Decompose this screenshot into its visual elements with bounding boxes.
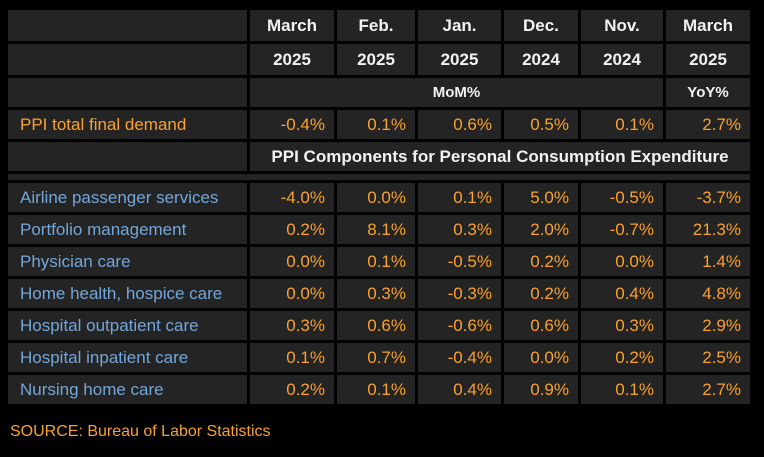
total-value-cell: 2.7% xyxy=(666,110,750,139)
value-cell: 0.0% xyxy=(250,247,334,276)
value-cell: 0.1% xyxy=(581,375,663,404)
value-cell: 0.2% xyxy=(581,343,663,372)
value-cell: 4.8% xyxy=(666,279,750,308)
total-value-cell: -0.4% xyxy=(250,110,334,139)
col-header-month: Nov. xyxy=(581,10,663,41)
total-value-cell: 0.6% xyxy=(418,110,501,139)
value-cell: 0.7% xyxy=(337,343,415,372)
source-text: SOURCE: Bureau of Labor Statistics xyxy=(10,423,271,440)
col-header-month: March xyxy=(250,10,334,41)
col-header-year: 2025 xyxy=(666,44,750,75)
col-header-year: 2025 xyxy=(250,44,334,75)
value-cell: 0.3% xyxy=(418,215,501,244)
value-cell: 2.5% xyxy=(666,343,750,372)
spacer-row xyxy=(8,174,750,180)
row-label: Nursing home care xyxy=(8,375,247,404)
col-header-year: 2024 xyxy=(504,44,578,75)
corner-cell xyxy=(8,10,247,41)
value-cell: 0.1% xyxy=(250,343,334,372)
value-cell: 5.0% xyxy=(504,183,578,212)
value-cell: 0.0% xyxy=(337,183,415,212)
value-cell: 0.1% xyxy=(337,247,415,276)
value-cell: 0.6% xyxy=(504,311,578,340)
value-cell: 0.2% xyxy=(250,215,334,244)
value-cell: 0.1% xyxy=(337,375,415,404)
value-cell: 0.3% xyxy=(581,311,663,340)
value-cell: 0.0% xyxy=(504,343,578,372)
row-label: Hospital inpatient care xyxy=(8,343,247,372)
section-header-spacer-cell xyxy=(8,142,247,171)
col-header-year: 2025 xyxy=(337,44,415,75)
total-value-cell: 0.1% xyxy=(337,110,415,139)
row-label: Portfolio management xyxy=(8,215,247,244)
value-cell: -0.5% xyxy=(581,183,663,212)
row-label: Airline passenger services xyxy=(8,183,247,212)
value-cell: 0.2% xyxy=(504,279,578,308)
value-cell: 0.2% xyxy=(504,247,578,276)
col-header-month: Jan. xyxy=(418,10,501,41)
col-header-month: Feb. xyxy=(337,10,415,41)
value-cell: -0.3% xyxy=(418,279,501,308)
corner-cell xyxy=(8,44,247,75)
value-cell: 0.0% xyxy=(581,247,663,276)
value-cell: 0.0% xyxy=(250,279,334,308)
value-cell: 2.7% xyxy=(666,375,750,404)
value-cell: 1.4% xyxy=(666,247,750,276)
col-header-year: 2025 xyxy=(418,44,501,75)
value-cell: 2.0% xyxy=(504,215,578,244)
value-cell: 8.1% xyxy=(337,215,415,244)
mom-band-label: MoM% xyxy=(250,78,663,107)
col-header-month: Dec. xyxy=(504,10,578,41)
value-cell: 0.3% xyxy=(337,279,415,308)
value-cell: 0.3% xyxy=(250,311,334,340)
ppi-table: March Feb. Jan. Dec. Nov. March 2025 202… xyxy=(8,10,753,404)
value-cell: 0.1% xyxy=(418,183,501,212)
value-cell: 0.6% xyxy=(337,311,415,340)
value-cell: -4.0% xyxy=(250,183,334,212)
row-label: Home health, hospice care xyxy=(8,279,247,308)
total-row-label: PPI total final demand xyxy=(8,110,247,139)
value-cell: 0.9% xyxy=(504,375,578,404)
total-value-cell: 0.5% xyxy=(504,110,578,139)
row-label: Physician care xyxy=(8,247,247,276)
value-cell: 0.4% xyxy=(418,375,501,404)
row-label: Hospital outpatient care xyxy=(8,311,247,340)
value-cell: -0.7% xyxy=(581,215,663,244)
value-cell: -0.5% xyxy=(418,247,501,276)
col-header-year: 2024 xyxy=(581,44,663,75)
total-value-cell: 0.1% xyxy=(581,110,663,139)
value-cell: 2.9% xyxy=(666,311,750,340)
yoy-band-label: YoY% xyxy=(666,78,750,107)
value-cell: 0.4% xyxy=(581,279,663,308)
section-header: PPI Components for Personal Consumption … xyxy=(250,142,750,171)
col-header-month: March xyxy=(666,10,750,41)
value-cell: 0.2% xyxy=(250,375,334,404)
value-cell: -3.7% xyxy=(666,183,750,212)
value-cell: -0.6% xyxy=(418,311,501,340)
corner-cell xyxy=(8,78,247,107)
value-cell: 21.3% xyxy=(666,215,750,244)
value-cell: -0.4% xyxy=(418,343,501,372)
